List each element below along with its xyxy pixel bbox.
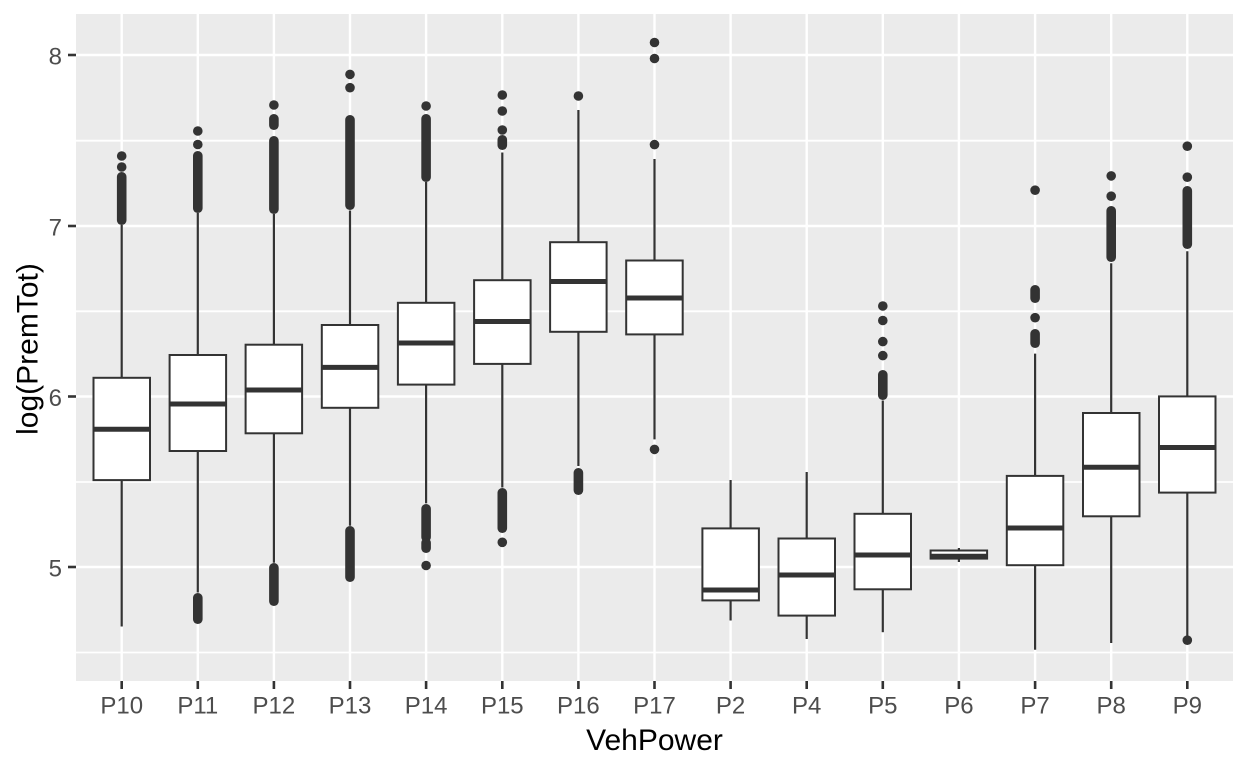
- svg-text:P10: P10: [100, 693, 143, 720]
- svg-text:VehPower: VehPower: [586, 724, 723, 757]
- svg-text:8: 8: [49, 43, 62, 70]
- svg-text:5: 5: [49, 555, 62, 582]
- svg-text:log(PremTot): log(PremTot): [12, 263, 45, 435]
- svg-text:P15: P15: [481, 693, 524, 720]
- svg-text:P8: P8: [1097, 693, 1126, 720]
- svg-text:P5: P5: [868, 693, 897, 720]
- svg-text:6: 6: [49, 385, 62, 412]
- svg-text:P2: P2: [716, 693, 745, 720]
- svg-text:P7: P7: [1020, 693, 1049, 720]
- svg-text:P12: P12: [253, 693, 296, 720]
- svg-text:P4: P4: [792, 693, 821, 720]
- svg-text:P16: P16: [557, 693, 600, 720]
- svg-text:P17: P17: [633, 693, 676, 720]
- svg-text:P14: P14: [405, 693, 448, 720]
- svg-text:P13: P13: [329, 693, 372, 720]
- svg-text:P11: P11: [177, 693, 218, 720]
- svg-text:P9: P9: [1173, 693, 1202, 720]
- svg-text:7: 7: [49, 214, 62, 241]
- svg-text:P6: P6: [944, 693, 973, 720]
